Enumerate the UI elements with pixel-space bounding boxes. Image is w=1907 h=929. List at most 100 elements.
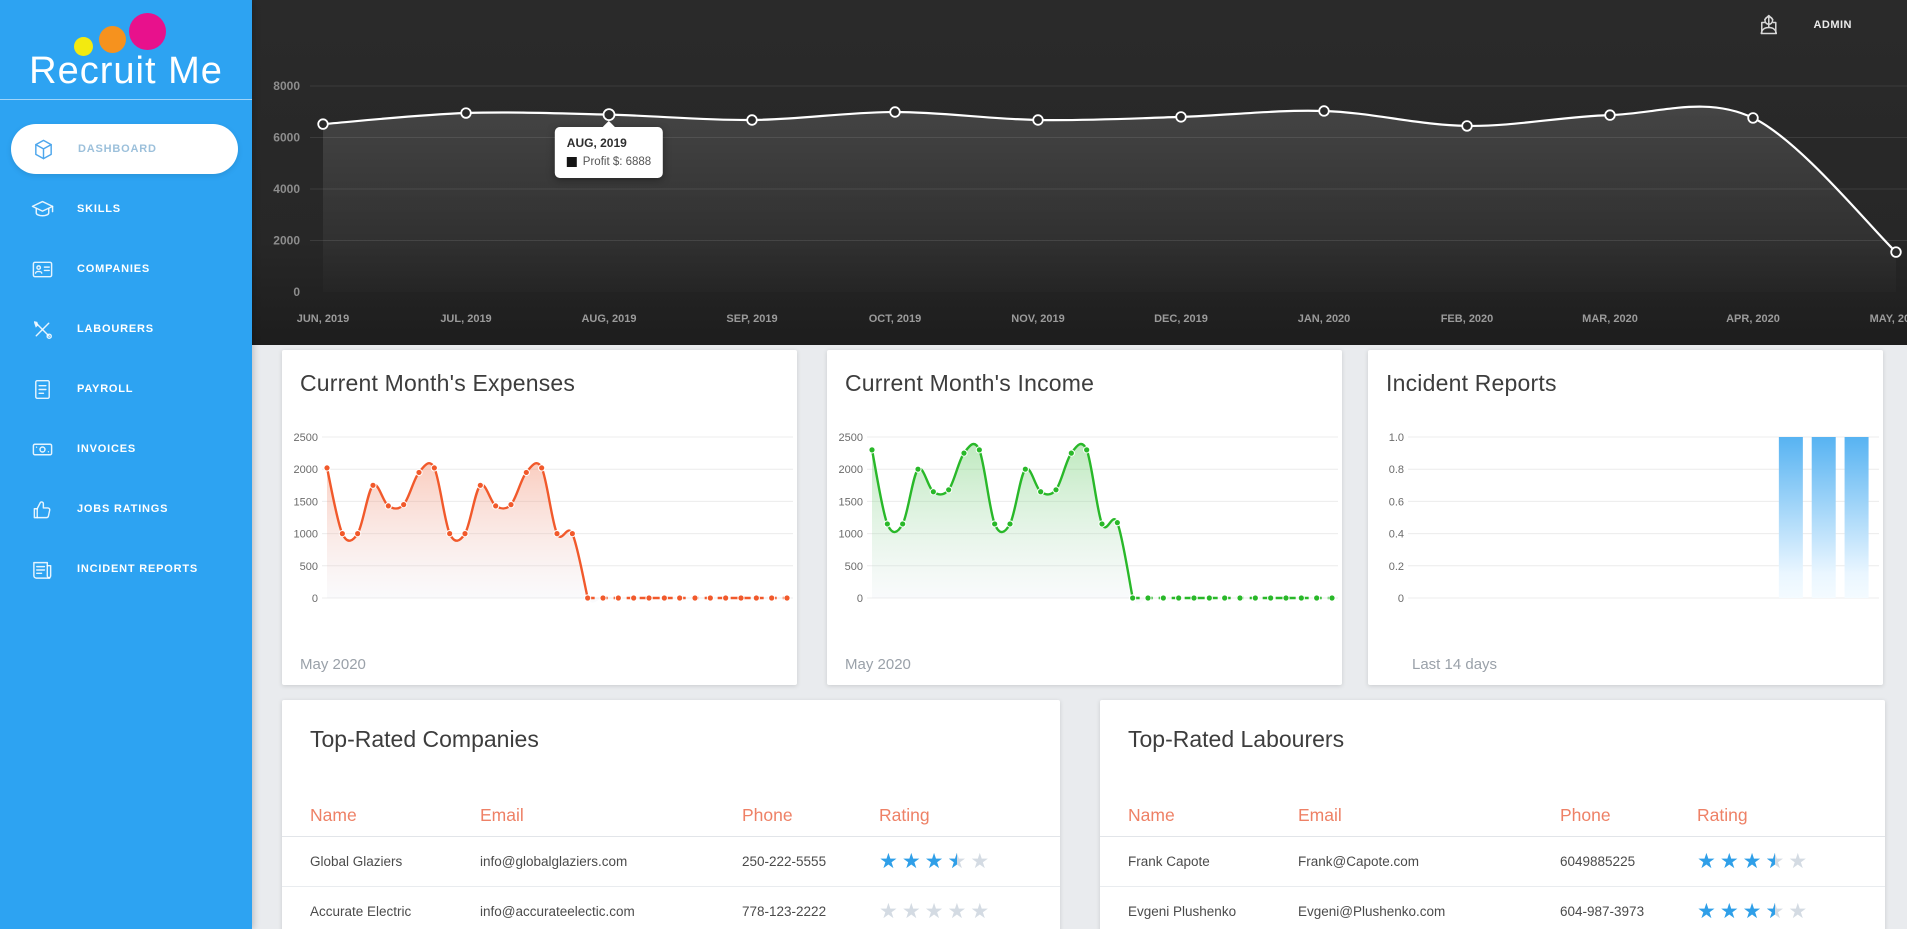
svg-text:MAR, 2020: MAR, 2020 [1582, 313, 1638, 325]
expenses-point [507, 501, 515, 509]
income-point [1021, 465, 1029, 473]
income-point [929, 488, 937, 496]
admin-menu[interactable]: ADMIN [1760, 15, 1852, 36]
companies-table-row[interactable]: Global Glaziers info@globalglaziers.com 25… [282, 837, 1060, 887]
sidebar-item-jobs-ratings[interactable]: JOBS RATINGS [0, 479, 252, 539]
profit-marker[interactable] [1175, 111, 1187, 123]
incident-reports-card: Incident Reports Last 14 days 0 0.2 0.4 0.6… [1368, 350, 1883, 746]
star-full-icon: ★ [1719, 850, 1739, 873]
sidebar-item-payroll[interactable]: PAYROLL [0, 359, 252, 419]
profit-marker[interactable] [1747, 112, 1759, 124]
profit-chart-panel[interactable]: ADMIN AUG, 2019 Profit $: 6888 0 2000 4000… [252, 0, 1907, 345]
svg-text:0.4: 0.4 [1389, 529, 1404, 541]
companies-table-row[interactable]: Accurate Electric info@accurateelectic.co… [282, 887, 1060, 929]
cell-phone: 6049885225 [1560, 854, 1636, 869]
profit-marker[interactable] [1890, 246, 1902, 258]
tools-icon [31, 318, 54, 341]
sidebar-item-dashboard[interactable]: DASHBOARD [11, 124, 238, 174]
expenses-line [325, 462, 589, 599]
cell-name: Frank Capote [1128, 854, 1210, 869]
income-point [1313, 594, 1321, 602]
star-empty-icon: ★ [947, 900, 967, 923]
profit-marker[interactable] [1461, 120, 1473, 132]
cell-name: Evgeni Plushenko [1128, 904, 1237, 919]
star-half-icon: ★ ★ [947, 850, 967, 873]
income-point [1083, 446, 1091, 454]
income-point [1282, 594, 1290, 602]
expenses-point [446, 530, 454, 538]
tooltip-title: AUG, 2019 [566, 135, 627, 150]
expenses-point [584, 594, 592, 602]
income-point [914, 465, 922, 473]
income-point [1113, 519, 1121, 527]
star-full-icon: ★ [924, 850, 944, 873]
income-point [1328, 594, 1336, 602]
column-header-name: Name [1128, 805, 1175, 825]
companies-table-header: Name Email Phone Rating [282, 795, 1060, 837]
income-point [1098, 520, 1106, 528]
expenses-point [338, 530, 346, 538]
expenses-point [522, 468, 530, 477]
labourers-table-row[interactable]: Evgeni Plushenko Evgeni@Plushenko.com 604-… [1100, 887, 1885, 929]
cell-name: Accurate Electric [310, 904, 412, 919]
sidebar-item-label: LABOURERS [77, 323, 154, 335]
sidebar-item-incident-reports[interactable]: INCIDENT REPORTS [0, 539, 252, 599]
income-point [991, 520, 999, 528]
tooltip-value: Profit $: 6888 [566, 156, 651, 168]
logo-dot-orange [99, 26, 126, 53]
income-point [945, 486, 953, 494]
column-header-name: Name [310, 805, 357, 825]
svg-text:DEC, 2019: DEC, 2019 [1154, 313, 1208, 325]
top-rated-companies-card: Top-Rated Companies Name Email Phone Rating… [282, 700, 1060, 929]
user-icon [1760, 15, 1804, 36]
svg-text:0: 0 [293, 285, 300, 299]
star-full-icon: ★ [1697, 900, 1716, 923]
svg-text:0.2: 0.2 [1389, 561, 1404, 573]
profit-marker[interactable] [1604, 109, 1616, 121]
income-point [1129, 594, 1137, 602]
profit-marker[interactable] [1318, 105, 1330, 117]
sidebar-item-label: COMPANIES [77, 263, 151, 275]
labourers-table-header: Name Email Phone Rating [1100, 795, 1885, 837]
legend-swatch [566, 156, 577, 167]
star-empty-icon: ★ [901, 900, 921, 923]
expenses-point [492, 502, 500, 510]
profit-marker[interactable] [602, 108, 616, 122]
svg-text:500: 500 [300, 561, 318, 573]
svg-text:0: 0 [312, 593, 318, 605]
profit-marker[interactable] [460, 107, 472, 119]
income-point [1175, 594, 1183, 602]
top-rated-labourers-card: Top-Rated Labourers Name Email Phone Rating… [1100, 700, 1885, 929]
labourers-table-row[interactable]: Frank Capote Frank@Capote.com 6049885225 ★ ★… [1100, 837, 1885, 887]
svg-text:2500: 2500 [839, 432, 863, 444]
incidents-chart[interactable]: 0 0.2 0.4 0.6 0.8 1.0 [1368, 425, 1883, 625]
profit-marker[interactable] [317, 118, 329, 130]
companies-table-title: Top-Rated Companies [310, 726, 539, 752]
sidebar-item-invoices[interactable]: INVOICES [0, 419, 252, 479]
income-point [899, 520, 907, 528]
expenses-chart[interactable]: 0 500 1000 1500 2000 2500 [282, 425, 797, 625]
income-point [1144, 594, 1152, 602]
sidebar-item-companies[interactable]: COMPANIES [0, 239, 252, 299]
sidebar-item-skills[interactable]: SKILLS [0, 179, 252, 239]
logo-dot-yellow [74, 37, 93, 56]
profit-marker[interactable] [889, 106, 901, 118]
expenses-point [614, 594, 622, 602]
rating-stars: ★ ★ ★ ★ ★ ★ [879, 851, 1044, 872]
profit-marker[interactable] [1032, 114, 1044, 126]
profit-area [323, 106, 1896, 292]
cell-email: info@accurateelectic.com [480, 904, 635, 919]
sidebar-item-labourers[interactable]: LABOURERS [0, 299, 252, 359]
profit-marker[interactable] [746, 114, 758, 126]
income-point [1297, 594, 1305, 602]
clock-icon [1386, 655, 1449, 746]
income-chart[interactable]: 0 500 1000 1500 2000 2500 [827, 425, 1342, 625]
profit-chart[interactable]: 0 2000 4000 6000 8000 JUN, 2019 JUL, 2019 AUG, … [252, 0, 1907, 345]
svg-text:2000: 2000 [294, 464, 318, 476]
thumbs-up-icon [31, 498, 54, 521]
svg-text:APR, 2020: APR, 2020 [1726, 313, 1780, 325]
cube-icon [32, 138, 55, 161]
income-point [868, 446, 876, 454]
incident-bar [1778, 437, 1803, 598]
cell-email: Evgeni@Plushenko.com [1298, 904, 1446, 919]
